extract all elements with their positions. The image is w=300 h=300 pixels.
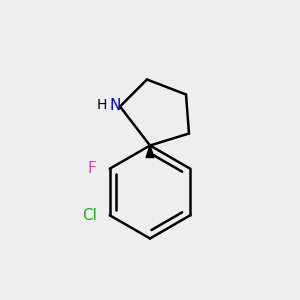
Polygon shape	[146, 146, 154, 158]
Text: H: H	[96, 98, 106, 112]
Text: F: F	[88, 160, 97, 175]
Text: N: N	[110, 98, 121, 112]
Text: Cl: Cl	[82, 208, 97, 223]
